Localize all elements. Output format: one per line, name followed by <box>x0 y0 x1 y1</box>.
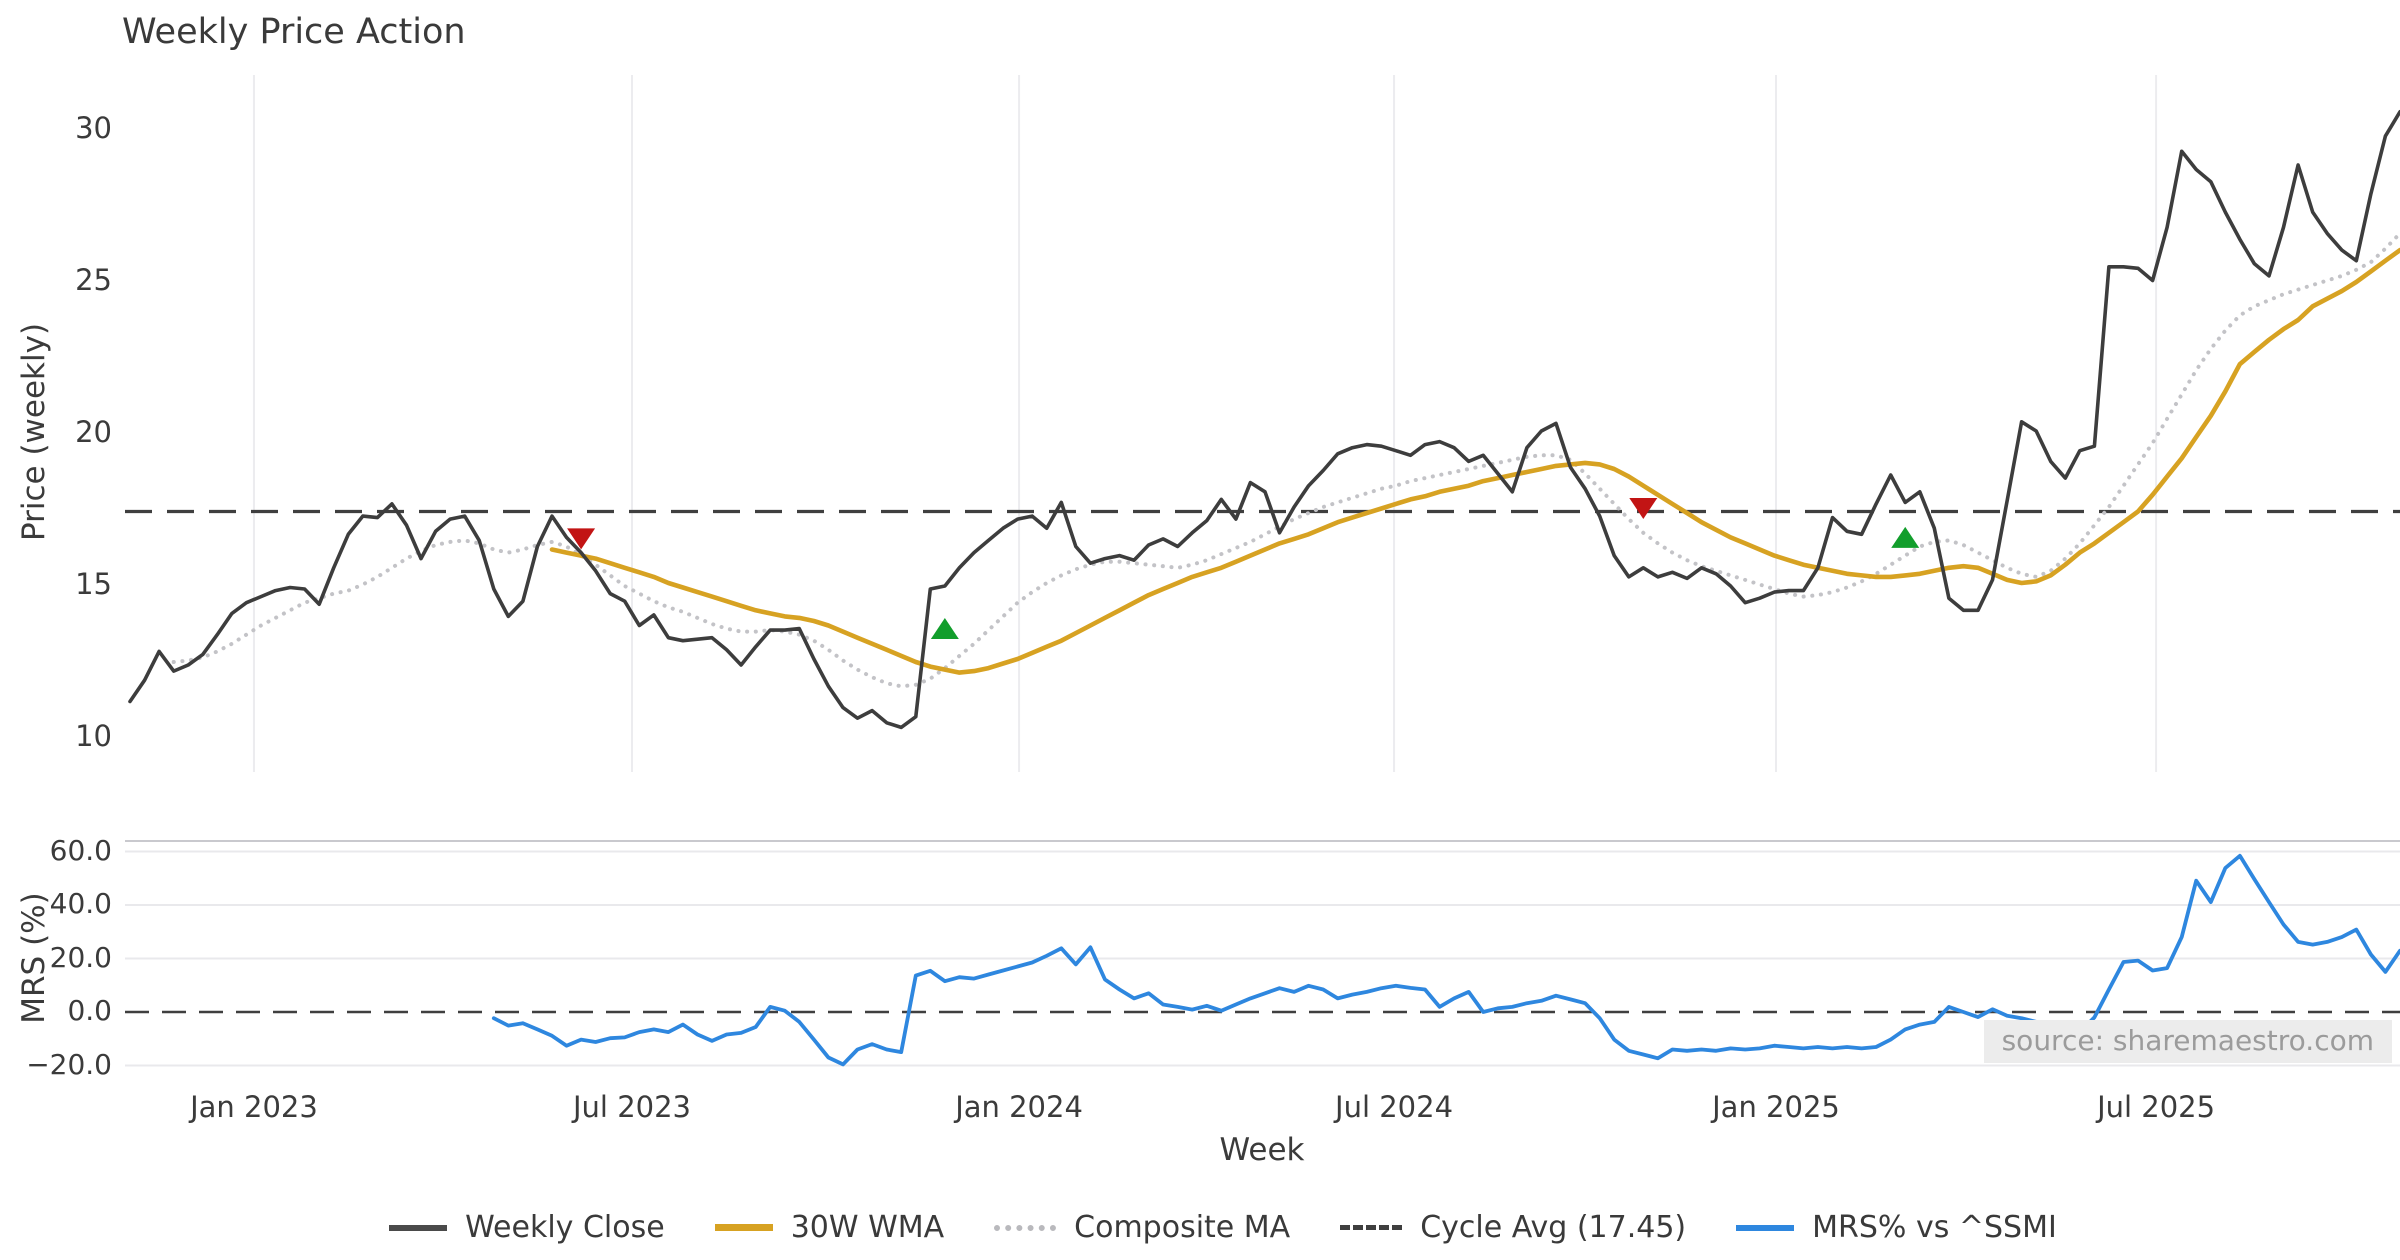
xtick-Jan-2023: Jan 2023 <box>190 1090 318 1124</box>
chart-legend: Weekly Close 30W WMA Composite MA Cycle … <box>0 1210 2400 1245</box>
sell-signal-marker-1 <box>567 528 596 550</box>
buy-signal-marker-2 <box>1891 526 1920 548</box>
price-ytick-30: 30 <box>75 111 112 145</box>
legend-label: Composite MA <box>1074 1210 1291 1245</box>
wma-line <box>549 247 2400 675</box>
weekly-close-line <box>128 110 2400 730</box>
wma-line-swatch <box>714 1224 773 1231</box>
mrs-ytick-60: 60.0 <box>49 833 112 867</box>
legend-item-composite-ma: Composite MA <box>994 1210 1290 1245</box>
buy-signal-marker-1 <box>930 618 959 640</box>
sell-signal-marker-2 <box>1629 497 1658 519</box>
legend-item-30w-wma: 30W WMA <box>714 1210 945 1245</box>
chart-title: Weekly Price Action <box>122 12 466 52</box>
price-ytick-20: 20 <box>75 415 112 449</box>
xtick-Jan-2024: Jan 2024 <box>955 1090 1083 1124</box>
mrs-ytick-40: 40.0 <box>49 887 112 920</box>
legend-label: Weekly Close <box>465 1210 665 1245</box>
xaxis-label: Week <box>1219 1132 1305 1168</box>
xtick-Jul-2023: Jul 2023 <box>572 1090 691 1124</box>
xtick-Jul-2025: Jul 2025 <box>2097 1090 2216 1124</box>
source-attribution: source: sharemaestro.com <box>1983 1020 2392 1063</box>
xtick-Jan-2025: Jan 2025 <box>1712 1090 1840 1124</box>
composite-ma-line <box>171 231 2400 689</box>
legend-item-mrs: MRS% vs ^SSMI <box>1736 1210 2057 1245</box>
price-ytick-15: 15 <box>75 567 112 601</box>
legend-label: Cycle Avg (17.45) <box>1420 1210 1687 1245</box>
price-ytick-25: 25 <box>75 263 112 297</box>
mrs-ytick-0: 0.0 <box>67 994 112 1027</box>
legend-label: 30W WMA <box>790 1210 945 1245</box>
mrs-ytick-20: 20.0 <box>49 940 112 974</box>
xtick-Jul-2024: Jul 2024 <box>1335 1090 1454 1124</box>
legend-label: MRS% vs ^SSMI <box>1812 1210 2057 1245</box>
composite-ma-line-swatch <box>994 1224 1057 1231</box>
weekly-close-line-swatch <box>389 1224 448 1231</box>
mrs-ytick--20: −20.0 <box>26 1047 112 1081</box>
mrs-line-swatch <box>1736 1224 1795 1231</box>
legend-item-cycle-avg: Cycle Avg (17.45) <box>1340 1210 1686 1245</box>
legend-item-weekly-close: Weekly Close <box>389 1210 665 1245</box>
price-ytick-10: 10 <box>75 719 112 753</box>
cycle-avg-line-swatch <box>1340 1225 1403 1230</box>
